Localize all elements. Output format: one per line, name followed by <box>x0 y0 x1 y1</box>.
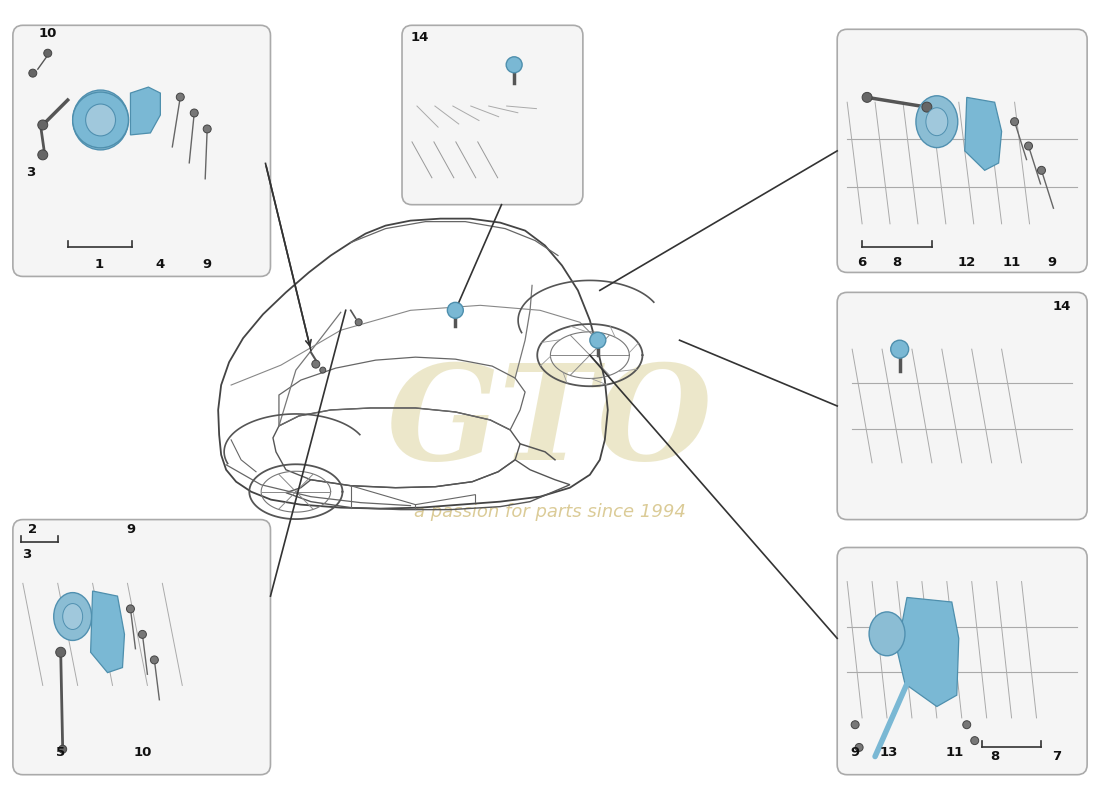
Ellipse shape <box>86 104 116 136</box>
Circle shape <box>311 360 320 368</box>
Circle shape <box>862 92 872 102</box>
Circle shape <box>44 50 52 57</box>
Text: 12: 12 <box>958 256 976 269</box>
Text: 9: 9 <box>850 746 860 759</box>
Polygon shape <box>896 598 959 706</box>
Circle shape <box>139 630 146 638</box>
Circle shape <box>506 57 522 73</box>
Text: 9: 9 <box>1047 256 1056 269</box>
Text: 9: 9 <box>125 523 135 536</box>
Ellipse shape <box>54 593 91 641</box>
Circle shape <box>29 69 36 77</box>
Text: 7: 7 <box>1052 750 1062 763</box>
Circle shape <box>355 318 362 326</box>
Circle shape <box>151 656 158 664</box>
Text: 14: 14 <box>410 30 429 44</box>
Circle shape <box>1011 118 1019 126</box>
Circle shape <box>37 150 47 160</box>
Circle shape <box>590 332 606 348</box>
Text: 3: 3 <box>26 166 35 179</box>
Text: 10: 10 <box>39 26 57 40</box>
Text: 11: 11 <box>946 746 964 759</box>
Circle shape <box>891 340 909 358</box>
Text: 8: 8 <box>990 750 999 763</box>
Circle shape <box>448 302 463 318</box>
Text: 11: 11 <box>1002 256 1021 269</box>
FancyBboxPatch shape <box>837 547 1087 774</box>
Text: 1: 1 <box>95 258 104 271</box>
Text: 13: 13 <box>880 746 899 759</box>
Ellipse shape <box>73 90 129 150</box>
Circle shape <box>851 721 859 729</box>
Circle shape <box>204 125 211 133</box>
Circle shape <box>176 93 185 101</box>
Polygon shape <box>131 87 161 135</box>
FancyBboxPatch shape <box>837 30 1087 273</box>
Circle shape <box>190 109 198 117</box>
Text: 8: 8 <box>892 256 902 269</box>
FancyBboxPatch shape <box>13 519 271 774</box>
Circle shape <box>37 120 47 130</box>
Circle shape <box>58 745 67 753</box>
Circle shape <box>320 367 326 373</box>
Circle shape <box>126 605 134 613</box>
Text: 9: 9 <box>202 258 212 271</box>
Circle shape <box>970 737 979 745</box>
Ellipse shape <box>916 96 958 147</box>
Circle shape <box>56 647 66 658</box>
Ellipse shape <box>63 603 82 630</box>
Circle shape <box>855 743 864 751</box>
Text: 5: 5 <box>56 746 65 759</box>
Text: 2: 2 <box>29 523 37 536</box>
Text: 10: 10 <box>133 746 152 759</box>
Text: GTO: GTO <box>387 359 713 489</box>
Text: 14: 14 <box>1053 300 1071 313</box>
Polygon shape <box>90 591 124 673</box>
Circle shape <box>1024 142 1033 150</box>
FancyBboxPatch shape <box>402 26 583 205</box>
Ellipse shape <box>926 108 948 136</box>
Circle shape <box>73 92 129 148</box>
Ellipse shape <box>869 612 905 656</box>
FancyBboxPatch shape <box>13 26 271 277</box>
Text: 4: 4 <box>156 258 165 271</box>
Circle shape <box>962 721 970 729</box>
FancyBboxPatch shape <box>837 292 1087 519</box>
Text: 3: 3 <box>22 548 32 561</box>
Polygon shape <box>965 98 1002 170</box>
Circle shape <box>1037 166 1045 174</box>
Text: a passion for parts since 1994: a passion for parts since 1994 <box>414 502 686 521</box>
Text: 6: 6 <box>858 256 867 269</box>
Circle shape <box>922 102 932 112</box>
